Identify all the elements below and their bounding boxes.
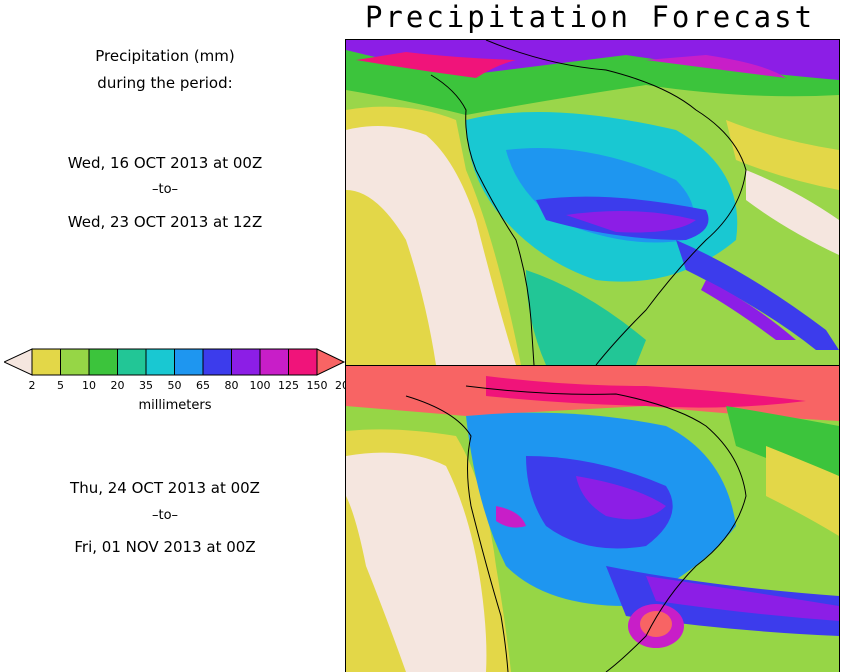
legend-cell <box>288 348 318 376</box>
legend-units: millimeters <box>138 398 212 413</box>
forecast-map-period-2 <box>345 365 840 672</box>
legend-tick-label: 10 <box>82 379 96 392</box>
period2-separator: –to– <box>151 508 179 523</box>
legend-tick-label: 80 <box>224 379 239 392</box>
legend-tick-label: 2 <box>28 379 36 392</box>
legend-cell <box>231 348 261 376</box>
period2-end: Fri, 01 NOV 2013 at 00Z <box>74 538 256 556</box>
color-legend <box>4 348 346 376</box>
forecast-map-period-1 <box>345 39 840 366</box>
legend-cell <box>259 348 289 376</box>
legend-cell <box>60 348 90 376</box>
legend-cell <box>117 348 147 376</box>
legend-cell-high <box>316 348 346 376</box>
header-line-1: Precipitation (mm) <box>95 47 235 65</box>
legend-cell <box>145 348 175 376</box>
legend-tick-label: 150 <box>306 379 328 392</box>
legend-cell <box>202 348 232 376</box>
header-line-2: during the period: <box>97 74 233 92</box>
legend-cell <box>88 348 118 376</box>
legend-cell-low <box>4 348 33 376</box>
legend-tick-label: 65 <box>196 379 210 392</box>
legend-tick-label: 50 <box>167 379 182 392</box>
legend-ticks: 2 5 10 20 35 50 65 80 100 125 150 200 <box>0 379 357 395</box>
legend-cell <box>31 348 61 376</box>
period2-start: Thu, 24 OCT 2013 at 00Z <box>70 479 260 497</box>
legend-cell <box>174 348 204 376</box>
period1-end: Wed, 23 OCT 2013 at 12Z <box>67 213 263 231</box>
legend-tick-label: 35 <box>139 379 153 392</box>
legend-tick-label: 5 <box>57 379 64 392</box>
period1-separator: –to– <box>151 182 179 197</box>
chart-title: Precipitation Forecast <box>364 0 816 34</box>
legend-tick-label: 20 <box>110 379 125 392</box>
legend-tick-label: 100 <box>249 379 271 392</box>
period1-start: Wed, 16 OCT 2013 at 00Z <box>67 154 263 172</box>
legend-tick-label: 125 <box>278 379 299 392</box>
